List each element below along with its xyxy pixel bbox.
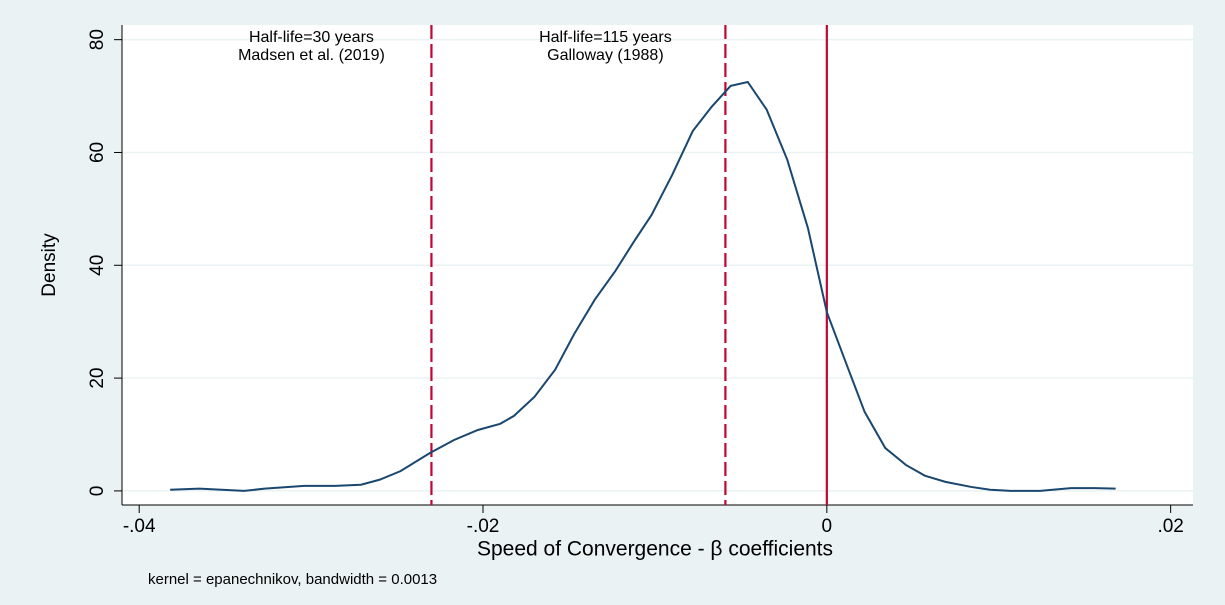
y-tick-label: 0: [87, 486, 108, 497]
annotation: Half-life=30 years: [249, 29, 374, 46]
y-tick-label: 40: [87, 255, 108, 276]
x-axis-title: Speed of Convergence - β coefficients: [477, 538, 833, 561]
x-tick-label: 0: [822, 516, 833, 537]
x-tick-label: .02: [1157, 516, 1183, 537]
density-line: [170, 80, 1116, 492]
x-tick-label: -.04: [123, 516, 156, 537]
annotation: Half-life=115 years: [539, 29, 672, 46]
x-tick-label: -.02: [467, 516, 500, 537]
y-tick-label: 20: [87, 368, 108, 389]
annotation: Galloway (1988): [547, 47, 664, 64]
note: kernel = epanechnikov, bandwidth = 0.001…: [148, 571, 437, 588]
y-tick-label: 60: [87, 142, 108, 163]
y-tick-label: 80: [87, 29, 108, 50]
annotation: Madsen et al. (2019): [238, 47, 385, 64]
y-axis-title: Density: [39, 233, 60, 297]
